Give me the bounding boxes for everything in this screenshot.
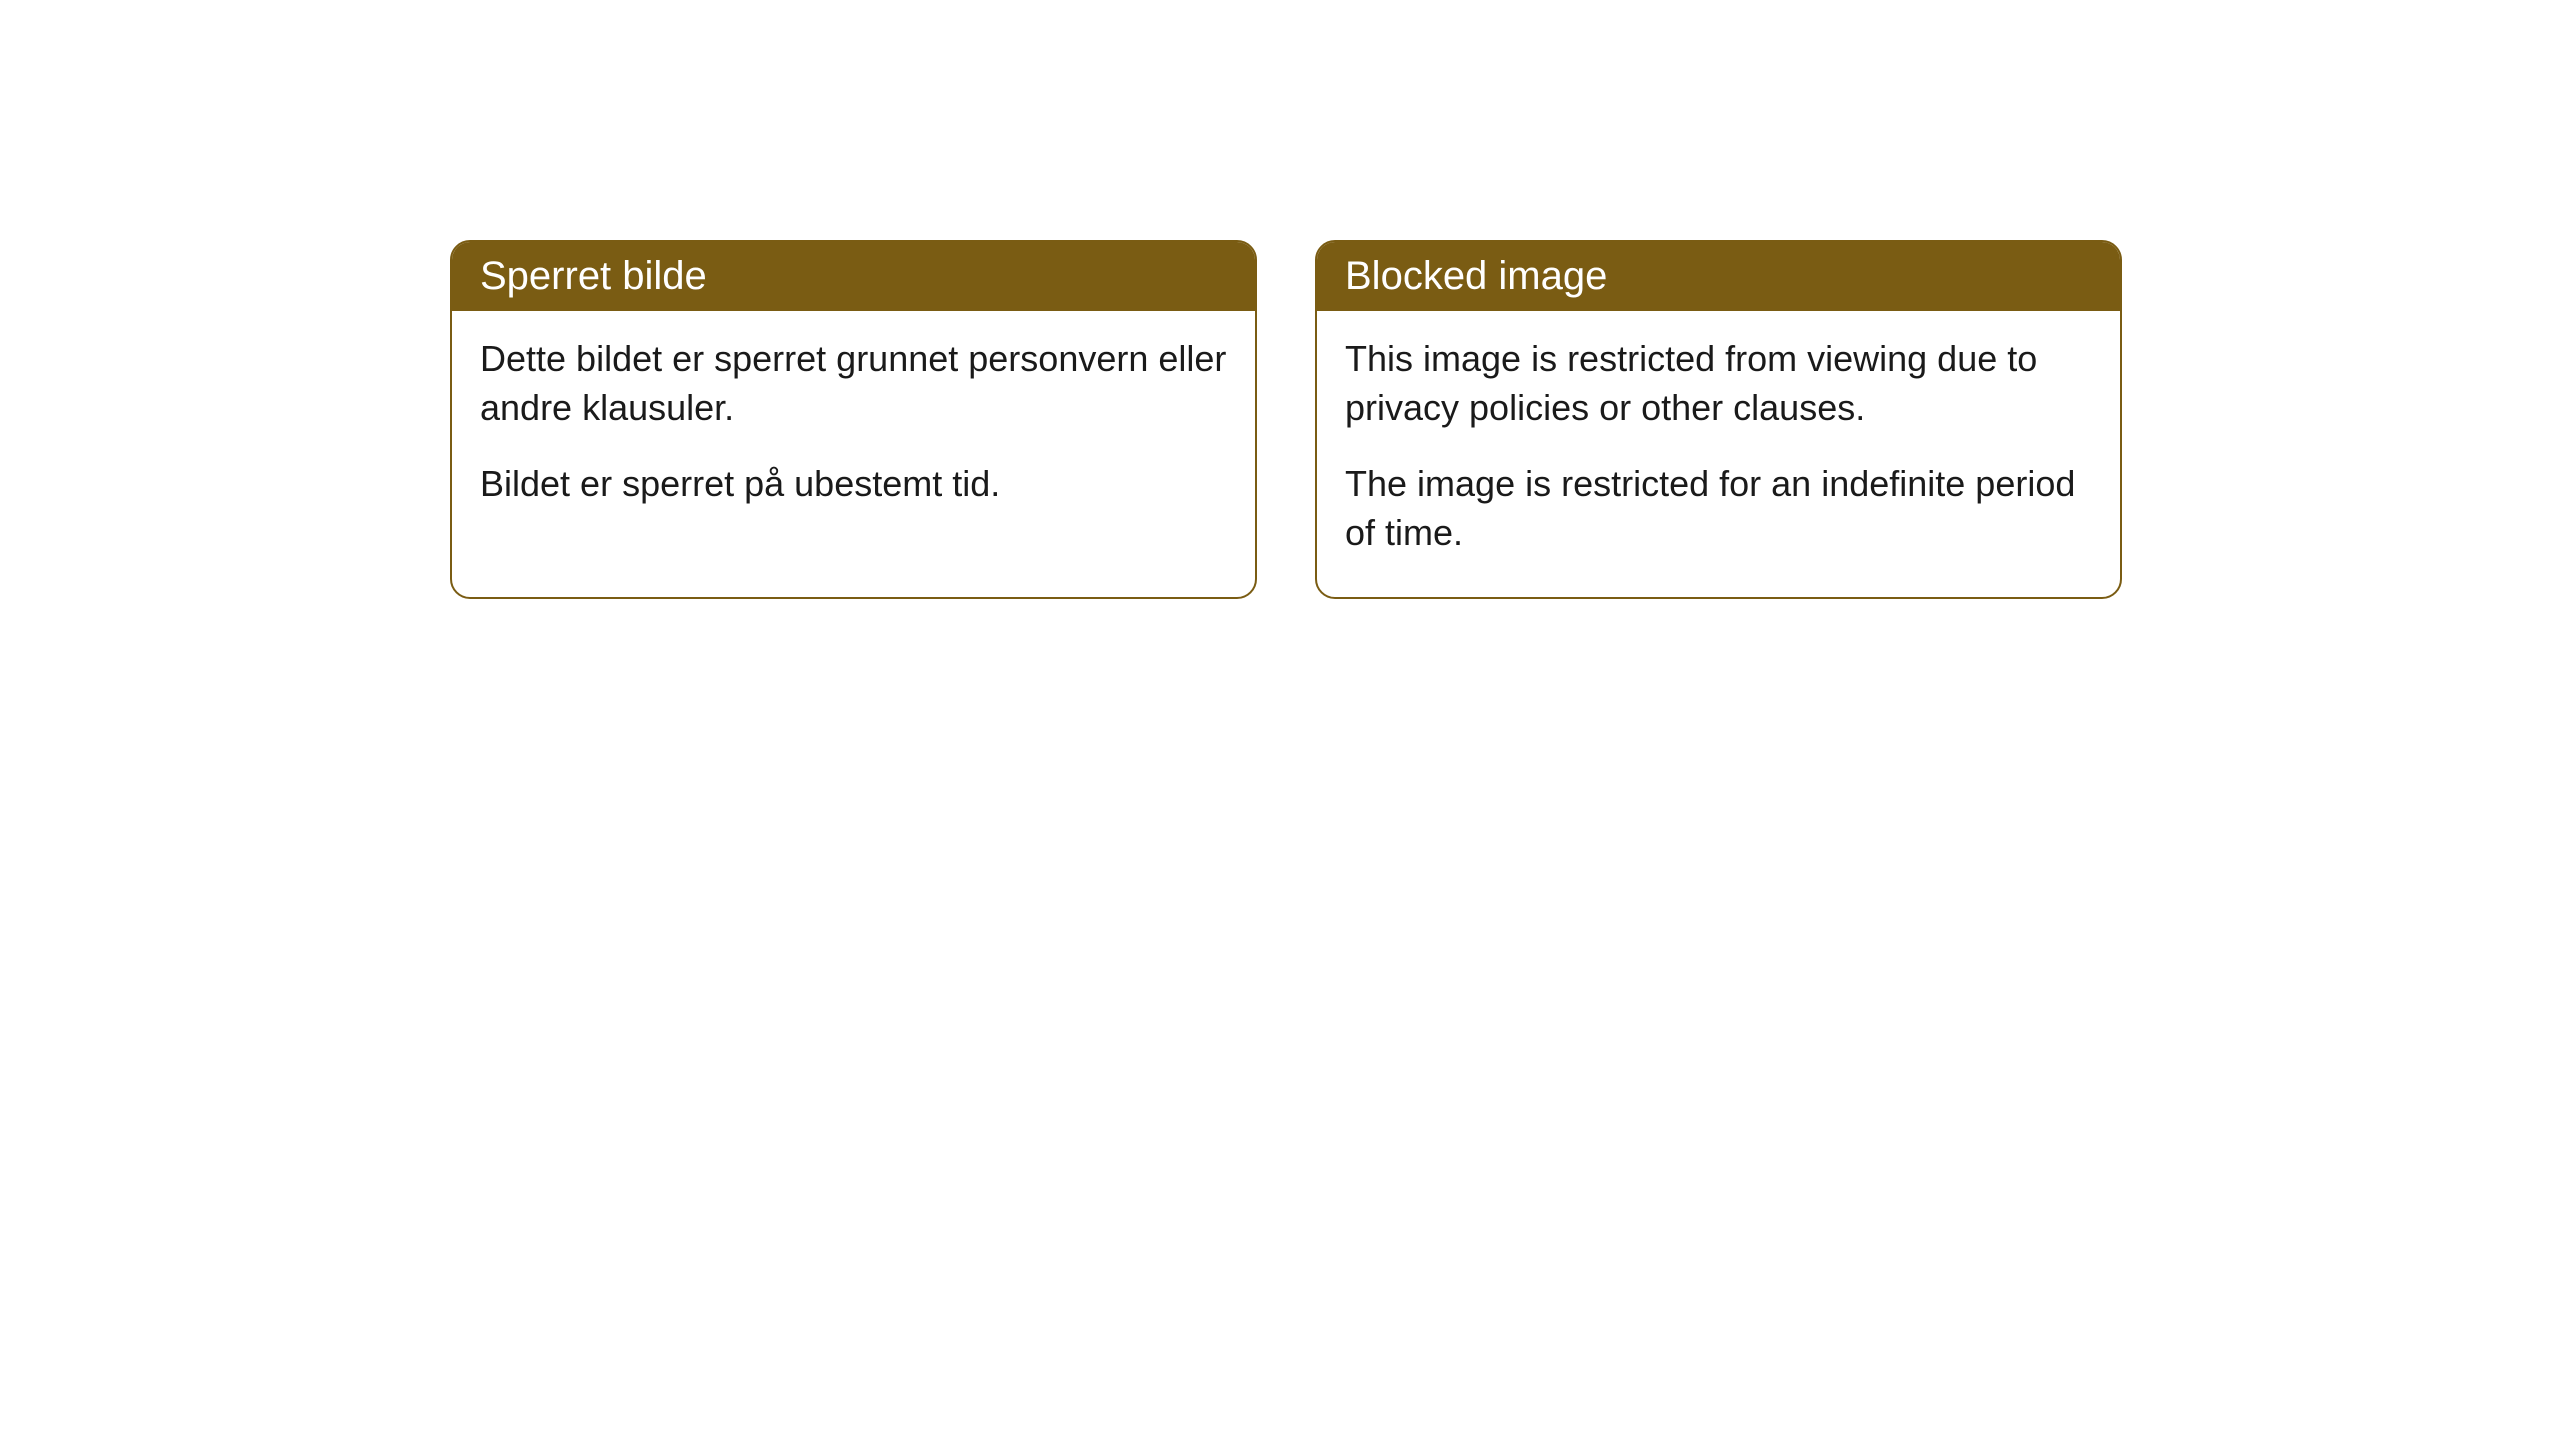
card-title-english: Blocked image [1345,254,1607,298]
card-text-english-1: This image is restricted from viewing du… [1345,335,2092,432]
card-body-english: This image is restricted from viewing du… [1317,311,2120,597]
card-header-norwegian: Sperret bilde [452,242,1255,311]
notice-cards-container: Sperret bilde Dette bildet er sperret gr… [450,240,2122,599]
blocked-image-card-norwegian: Sperret bilde Dette bildet er sperret gr… [450,240,1257,599]
card-body-norwegian: Dette bildet er sperret grunnet personve… [452,311,1255,549]
card-text-norwegian-1: Dette bildet er sperret grunnet personve… [480,335,1227,432]
card-text-norwegian-2: Bildet er sperret på ubestemt tid. [480,460,1227,509]
card-text-english-2: The image is restricted for an indefinit… [1345,460,2092,557]
blocked-image-card-english: Blocked image This image is restricted f… [1315,240,2122,599]
card-title-norwegian: Sperret bilde [480,254,707,298]
card-header-english: Blocked image [1317,242,2120,311]
